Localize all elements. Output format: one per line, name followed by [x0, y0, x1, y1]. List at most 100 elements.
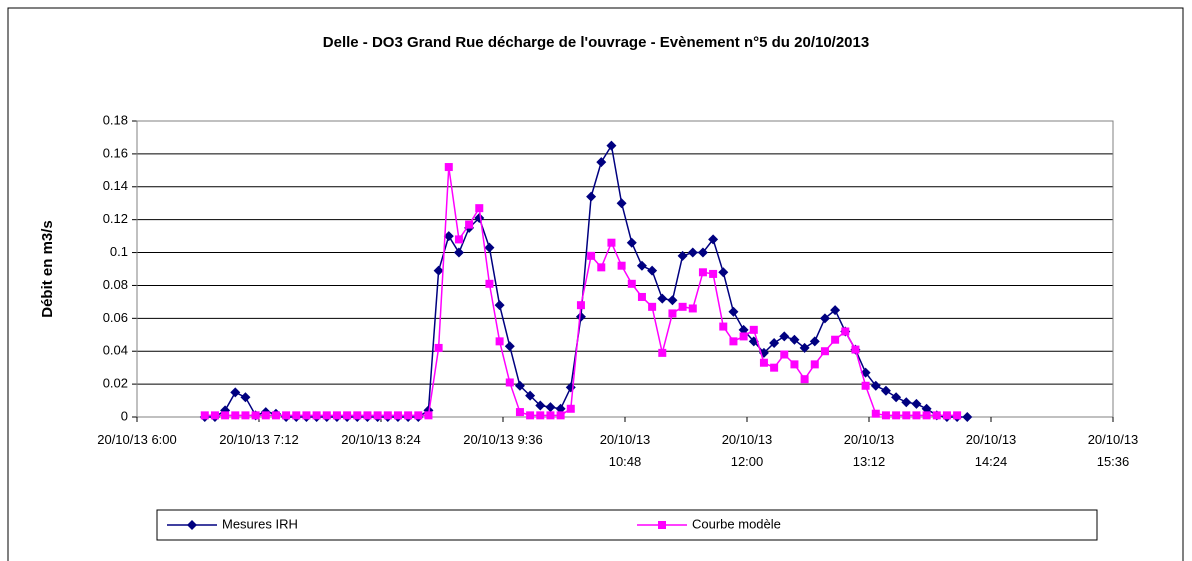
- data-point: [698, 268, 707, 277]
- data-point: [790, 360, 799, 369]
- data-point: [769, 338, 780, 348]
- data-point: [556, 411, 565, 420]
- data-point: [861, 381, 870, 390]
- data-point: [789, 334, 800, 345]
- x-tick-label: 20/10/13 15:36: [1087, 432, 1139, 469]
- x-tick-label: 20/10/13 12:00: [721, 432, 773, 469]
- data-point: [433, 265, 444, 276]
- data-point: [495, 337, 504, 346]
- data-point: [626, 237, 637, 248]
- data-point: [942, 411, 951, 420]
- data-point: [667, 295, 678, 306]
- data-point: [494, 300, 505, 311]
- data-point: [819, 313, 830, 324]
- data-point: [678, 302, 687, 311]
- data-point: [728, 306, 739, 317]
- data-point: [383, 411, 392, 420]
- data-point: [911, 398, 922, 409]
- data-point: [484, 242, 495, 253]
- data-point: [647, 265, 658, 276]
- data-point: [536, 411, 545, 420]
- data-point: [231, 411, 240, 420]
- data-point: [648, 302, 657, 311]
- data-point: [363, 411, 372, 420]
- data-point: [393, 411, 402, 420]
- data-point: [831, 335, 840, 344]
- y-tick-label: 0.18: [103, 112, 128, 127]
- data-point: [555, 403, 566, 414]
- data-point: [657, 293, 668, 304]
- data-point: [434, 343, 443, 352]
- data-point: [485, 279, 494, 288]
- data-point: [443, 231, 454, 242]
- data-point: [718, 267, 729, 278]
- y-tick-label: 0: [121, 408, 128, 423]
- data-point: [454, 235, 463, 244]
- data-point: [221, 411, 230, 420]
- legend-box: [156, 509, 1098, 541]
- data-point: [658, 348, 667, 357]
- data-point: [322, 411, 331, 420]
- series: [200, 163, 962, 420]
- data-point: [892, 411, 901, 420]
- data-point: [677, 250, 688, 261]
- data-point: [332, 411, 341, 420]
- data-point: [830, 305, 841, 316]
- data-point: [343, 411, 352, 420]
- x-tick-label: 20/10/13 7:12: [219, 432, 299, 447]
- data-point: [414, 411, 423, 420]
- data-point: [962, 412, 973, 422]
- data-point: [514, 380, 525, 391]
- data-point: [576, 301, 585, 310]
- y-tick-label: 0.02: [103, 376, 128, 391]
- data-point: [505, 378, 514, 387]
- data-point: [587, 251, 596, 260]
- data-point: [241, 411, 250, 420]
- data-point: [525, 390, 536, 401]
- data-point: [708, 234, 719, 245]
- data-point: [851, 345, 860, 354]
- data-point: [545, 402, 556, 413]
- data-point: [200, 411, 209, 420]
- x-tick-label: 20/10/13 9:36: [463, 432, 543, 447]
- data-point: [597, 263, 606, 272]
- data-point: [353, 411, 362, 420]
- data-point: [453, 247, 464, 258]
- data-point: [810, 360, 819, 369]
- y-tick-label: 0.16: [103, 145, 128, 160]
- data-point: [809, 336, 820, 347]
- data-point: [880, 385, 891, 396]
- series-line: [204, 143, 968, 418]
- chart-title: Delle - DO3 Grand Rue décharge de l'ouvr…: [323, 34, 869, 51]
- data-point: [515, 408, 524, 417]
- data-point: [312, 411, 321, 420]
- data-point: [465, 220, 474, 229]
- data-point: [271, 411, 280, 420]
- data-point: [922, 411, 931, 420]
- x-tick-label: 20/10/13 8:24: [341, 432, 421, 447]
- data-point: [870, 380, 881, 391]
- data-point: [921, 403, 932, 414]
- data-point: [251, 411, 260, 420]
- data-point: [424, 411, 433, 420]
- data-point: [820, 347, 829, 356]
- x-tick-label: 20/10/13 13:12: [843, 432, 895, 469]
- data-point: [759, 358, 768, 367]
- data-point: [719, 322, 728, 331]
- y-axis-label: Débit en m3/s: [39, 220, 56, 318]
- data-point: [932, 411, 941, 420]
- data-point: [444, 163, 453, 172]
- data-point: [535, 400, 546, 411]
- data-point: [474, 213, 485, 224]
- y-tick-label: 0.14: [103, 178, 128, 193]
- data-point: [688, 304, 697, 313]
- data-point: [607, 238, 616, 247]
- data-point: [210, 411, 219, 420]
- data-point: [504, 341, 515, 352]
- data-point: [902, 411, 911, 420]
- data-point: [739, 332, 748, 341]
- y-tick-label: 0.1: [110, 244, 128, 259]
- data-point: [292, 411, 301, 420]
- data-point: [586, 191, 597, 202]
